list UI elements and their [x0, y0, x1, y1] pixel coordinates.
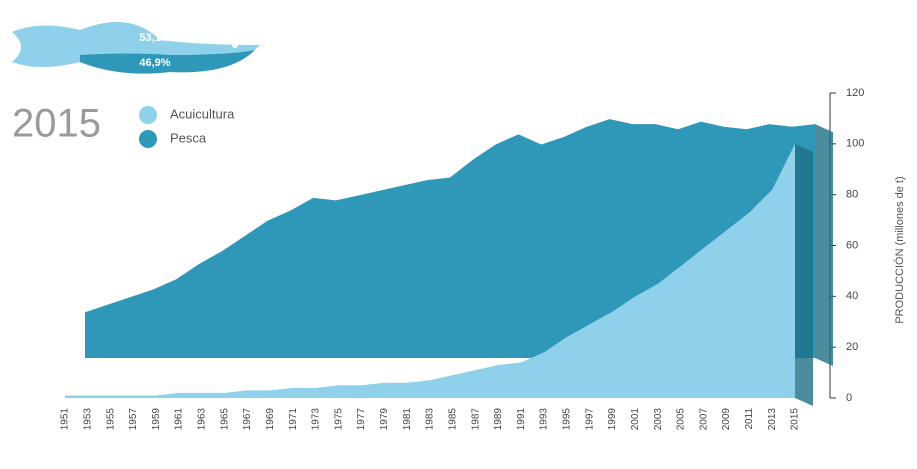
x-tick-label: 1981	[402, 408, 413, 431]
y-tick-label: 80	[846, 189, 858, 201]
x-tick-label: 1977	[356, 408, 367, 431]
x-tick-label: 1961	[174, 408, 185, 431]
y-tick-label: 0	[846, 392, 852, 404]
x-tick-label: 1963	[197, 408, 208, 431]
x-tick-label: 1951	[60, 408, 71, 431]
x-tick-label: 2001	[630, 408, 641, 431]
legend-label: Pesca	[170, 130, 207, 145]
share-label: 53,1%	[139, 32, 170, 44]
legend-swatch	[139, 130, 157, 148]
x-tick-label: 2015	[790, 408, 801, 431]
x-tick-label: 1959	[151, 408, 162, 431]
year-label: 2015	[12, 102, 101, 146]
x-tick-label: 1985	[447, 408, 458, 431]
y-tick-label: 60	[846, 239, 858, 251]
y-tick-label: 40	[846, 290, 858, 302]
x-tick-label: 2013	[767, 408, 778, 431]
x-tick-label: 1999	[607, 408, 618, 431]
area	[65, 143, 795, 398]
x-tick-label: 1983	[425, 408, 436, 431]
share-label: 46,9%	[139, 57, 170, 69]
y-tick-label: 120	[846, 87, 864, 99]
legend-label: Acuicultura	[170, 106, 235, 121]
x-tick-label: 1967	[242, 408, 253, 431]
x-tick-label: 1957	[128, 408, 139, 431]
area-side	[795, 143, 813, 407]
x-tick-label: 1995	[562, 408, 573, 431]
x-tick-label: 1969	[265, 408, 276, 431]
x-tick-label: 1971	[288, 408, 299, 431]
x-tick-label: 2011	[744, 408, 755, 430]
legend: Acuicultura Pesca	[139, 106, 235, 148]
x-tick-label: 1965	[219, 408, 230, 431]
fish-eye	[232, 42, 238, 48]
x-tick-label: 1975	[333, 408, 344, 431]
x-tick-label: 2009	[721, 408, 732, 431]
y-tick-label: 20	[846, 341, 858, 353]
x-tick-label: 2007	[698, 408, 709, 431]
plot: 0 20 40 60 80 100 120 1951 1953 1955 1957 1959 1961 1…	[60, 87, 865, 430]
y-tick-label: 100	[846, 138, 864, 150]
x-tick-label: 1973	[311, 408, 322, 431]
x-tick-label: 1997	[584, 408, 595, 431]
x-tick-label: 1955	[105, 408, 116, 431]
x-tick-label: 1993	[539, 408, 550, 431]
x-tick-label: 1991	[516, 408, 527, 431]
legend-swatch	[139, 106, 157, 124]
y-axis-title: PRODUCCIÓN (millones de t)	[893, 176, 906, 323]
fish-logo-lower	[80, 50, 255, 74]
area-side	[815, 124, 833, 367]
x-tick-label: 1979	[379, 408, 390, 431]
x-tick-label: 1987	[470, 408, 481, 431]
x-tick-label: 2003	[653, 408, 664, 431]
x-tick-label: 2005	[676, 408, 687, 431]
x-tick-label: 1953	[82, 408, 93, 431]
x-tick-label: 1989	[493, 408, 504, 431]
